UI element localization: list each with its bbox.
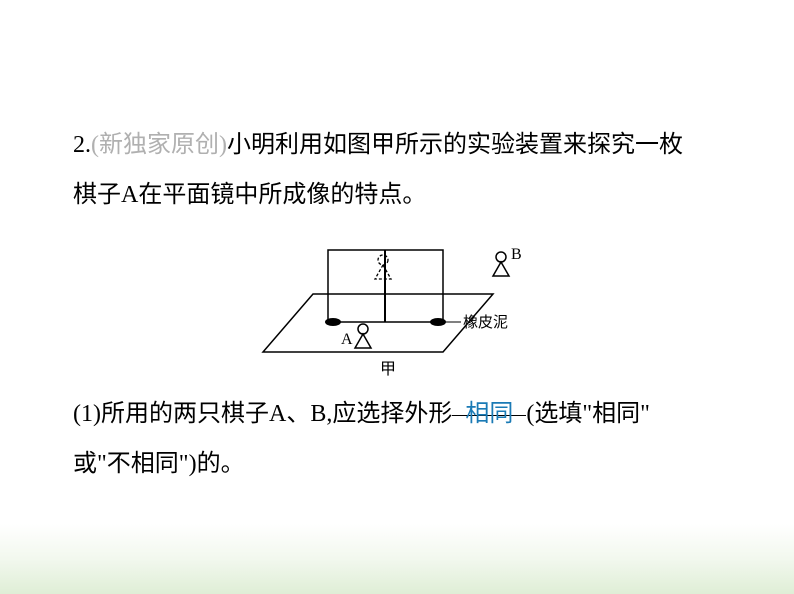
diagram-caption: 甲 [380, 361, 396, 378]
piece-a [355, 324, 371, 348]
blank-1: 相同 [452, 389, 526, 416]
line-2: 棋子A在平面镜中所成像的特点。 [73, 170, 723, 220]
diagram: A B 橡皮泥 甲 [73, 222, 723, 387]
question-block: 2.(新独家原创)小明利用如图甲所示的实验装置来探究一枚 棋子A在平面镜中所成像… [73, 120, 723, 489]
question-tag: (新独家原创) [91, 132, 227, 158]
sub1-suffix: (选填"相同" [526, 401, 650, 427]
line-4: 或"不相同")的。 [73, 439, 723, 489]
line-1: 2.(新独家原创)小明利用如图甲所示的实验装置来探究一枚 [73, 120, 723, 170]
piece-b [493, 252, 509, 276]
label-b: B [511, 246, 522, 263]
bottom-gradient [0, 524, 794, 594]
label-a: A [341, 331, 353, 348]
sub1-prefix: (1)所用的两只棋子A、B,应选择外形 [73, 401, 452, 427]
label-putty: 橡皮泥 [463, 314, 508, 331]
line1-rest: 小明利用如图甲所示的实验装置来探究一枚 [227, 132, 683, 158]
base-plane [263, 294, 493, 352]
piece-image [375, 255, 391, 279]
line-3: (1)所用的两只棋子A、B,应选择外形相同(选填"相同" [73, 389, 723, 439]
answer-1: 相同 [465, 401, 513, 427]
experiment-diagram: A B 橡皮泥 甲 [233, 222, 563, 382]
question-number: 2. [73, 132, 91, 158]
